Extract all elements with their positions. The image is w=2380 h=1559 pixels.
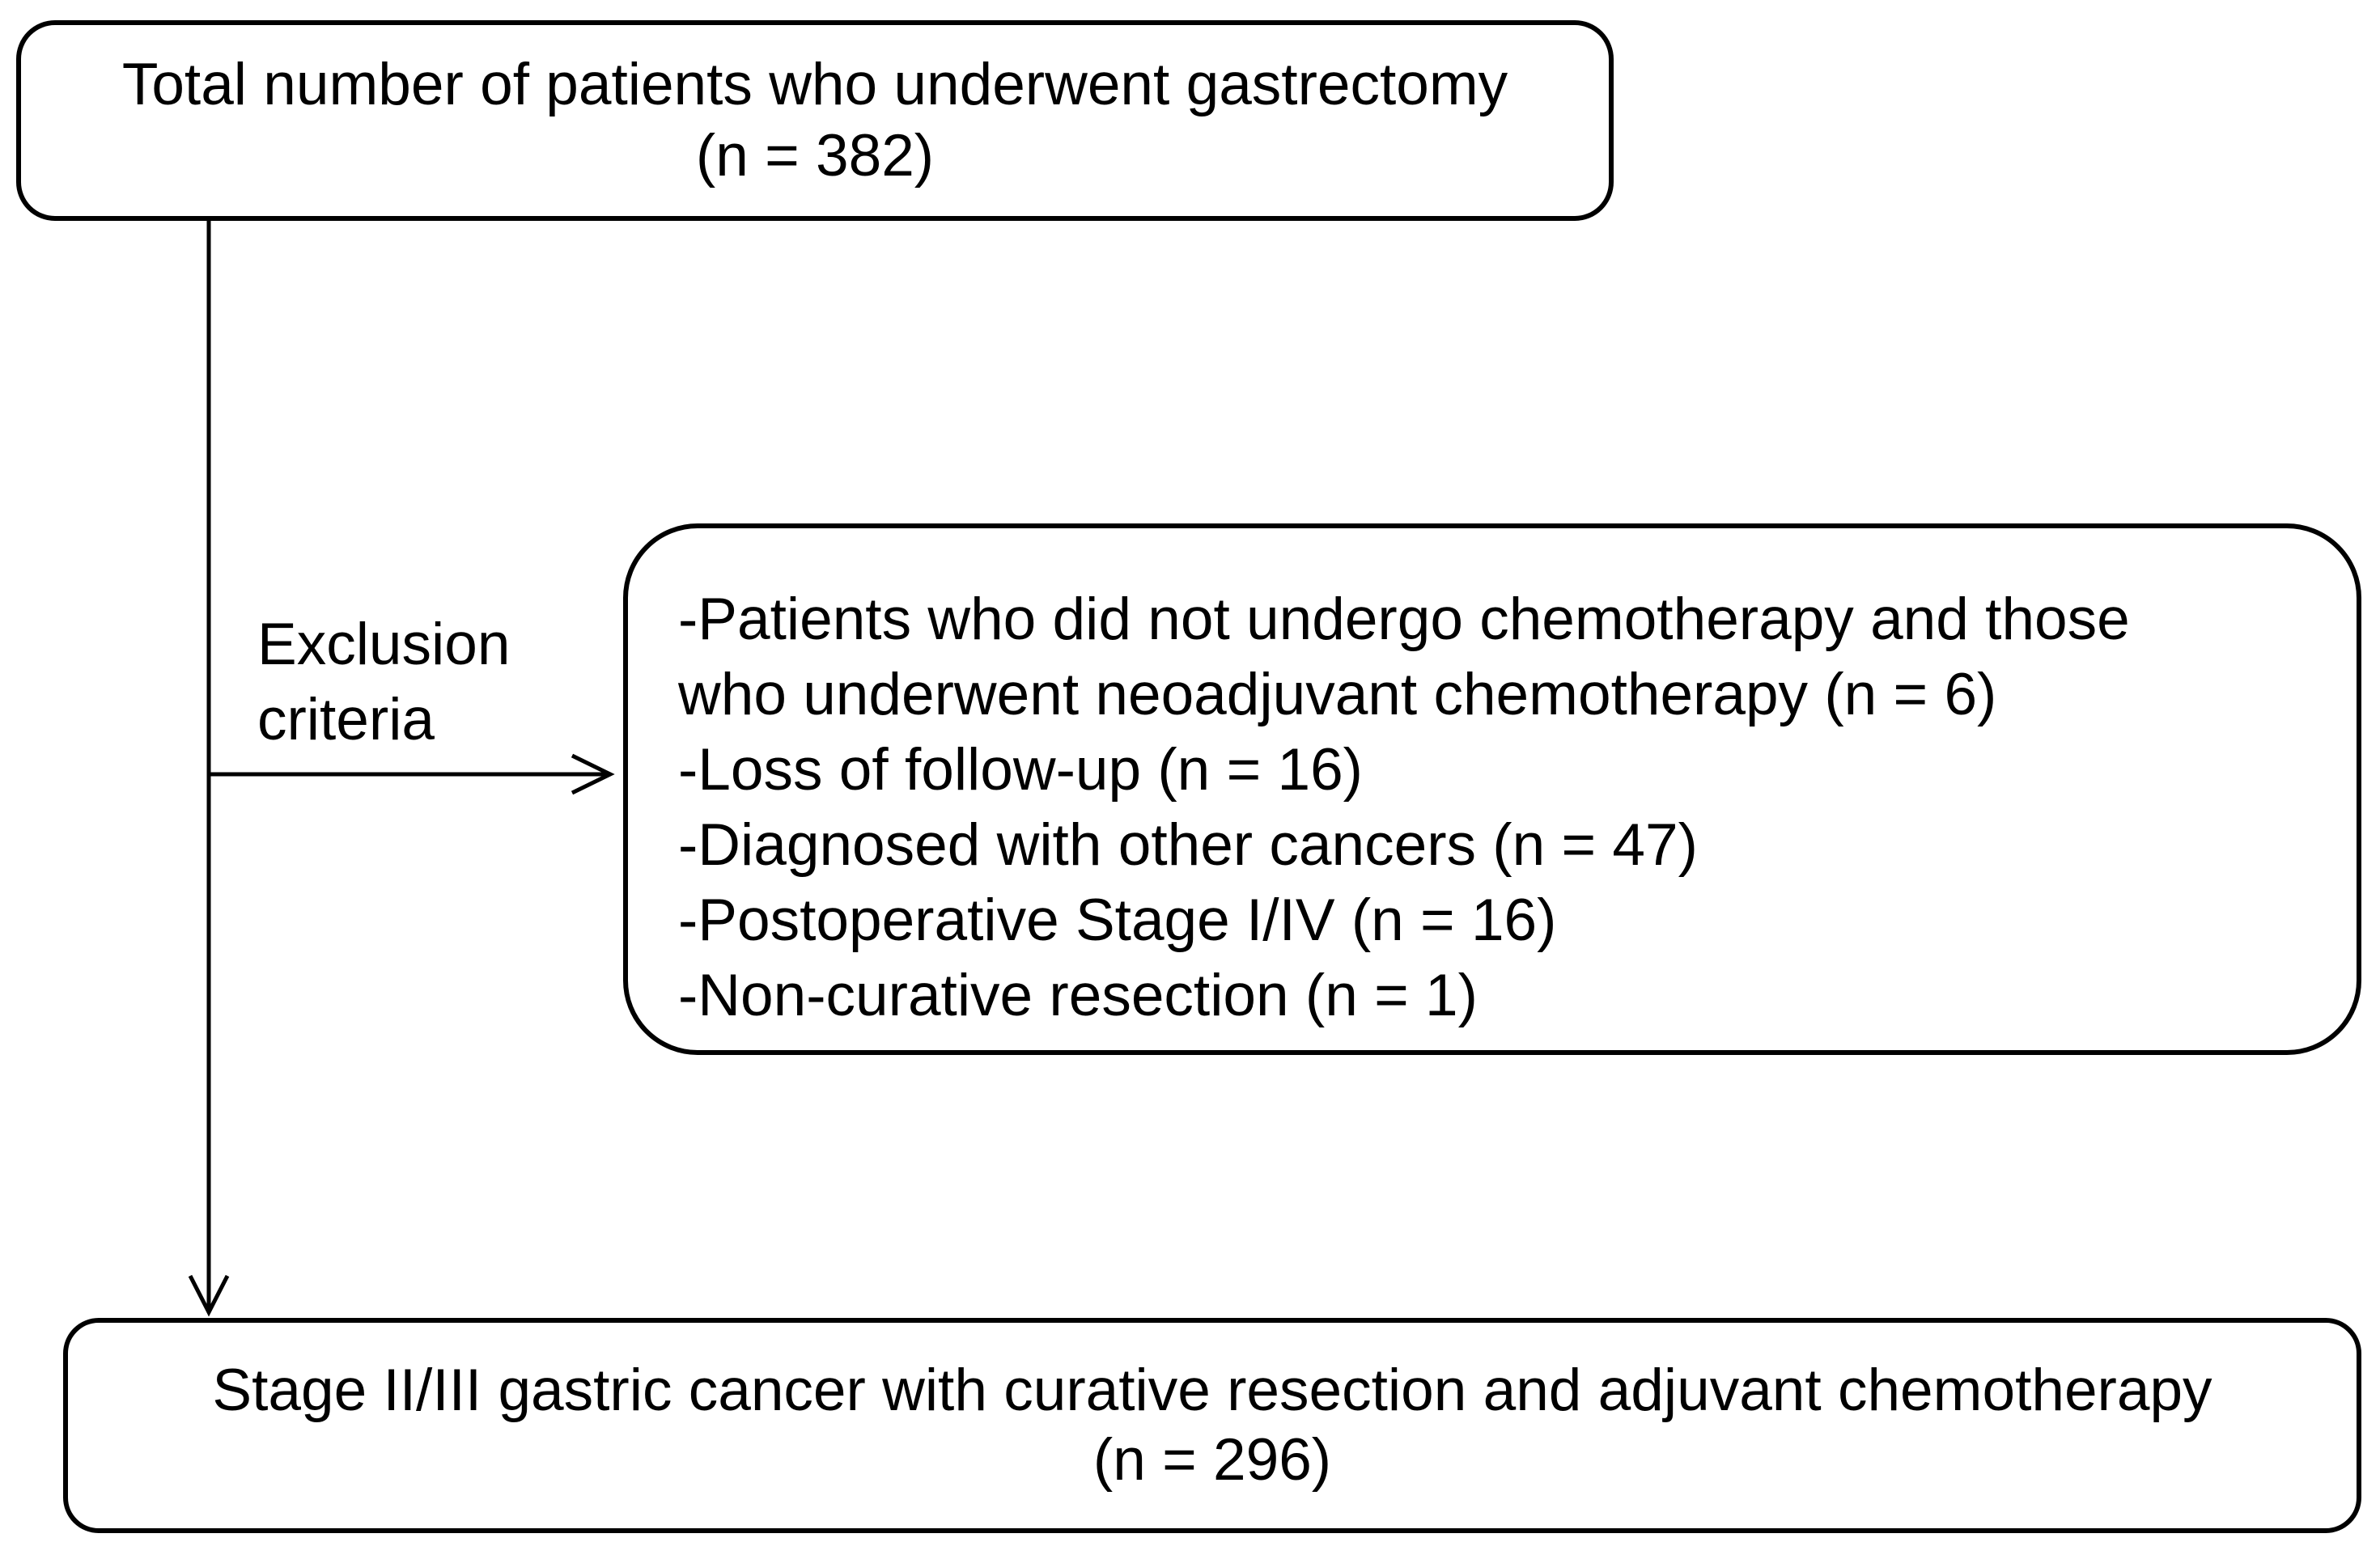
- exclusion-item-non-curative: -Non-curative resection (n = 1): [678, 963, 1478, 1028]
- exclusion-item-postop-stage: -Postoperative Stage I/IV (n = 16): [678, 888, 1557, 953]
- final-cohort-box: Stage II/III gastric cancer with curativ…: [63, 1318, 2361, 1533]
- total-patients-box: Total number of patients who underwent g…: [16, 20, 1614, 221]
- arrowhead-right-icon: [571, 753, 615, 795]
- exclusion-item-other-cancers: -Diagnosed with other cancers (n = 47): [678, 812, 1698, 878]
- exclusion-label-line2: criteria: [257, 687, 435, 752]
- exclusion-item-no-chemo-line2: who underwent neoadjuvant chemotherapy (…: [678, 662, 1997, 727]
- final-cohort-text: Stage II/III gastric cancer with curativ…: [212, 1358, 2212, 1423]
- exclusion-label-line1: Exclusion: [257, 612, 511, 677]
- arrowhead-down-icon: [188, 1274, 230, 1317]
- total-patients-count: (n = 382): [695, 123, 935, 189]
- exclusion-criteria-box: -Patients who did not undergo chemothera…: [623, 523, 2361, 1055]
- exclusion-item-no-chemo-line1: -Patients who did not undergo chemothera…: [678, 587, 2130, 652]
- total-patients-text: Total number of patients who underwent g…: [121, 52, 1508, 117]
- exclusion-criteria-label: Exclusion criteria: [257, 607, 510, 757]
- exclusion-item-loss-follow-up: -Loss of follow-up (n = 16): [678, 737, 1363, 803]
- final-cohort-count: (n = 296): [1092, 1427, 1332, 1493]
